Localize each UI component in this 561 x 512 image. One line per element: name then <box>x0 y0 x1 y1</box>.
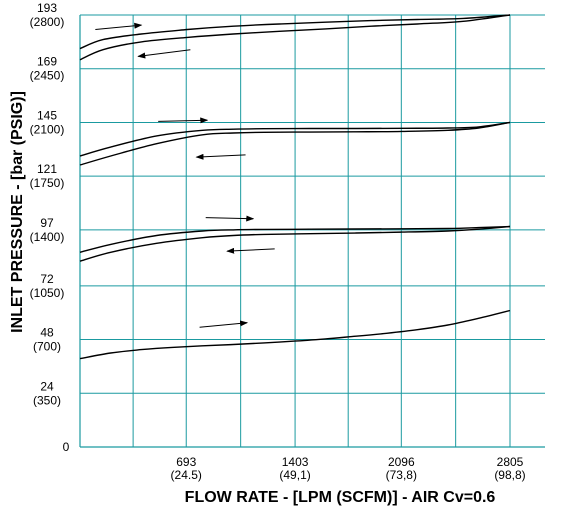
flow-direction-arrow-right <box>205 215 255 222</box>
series-line-6 <box>79 225 511 262</box>
y-tick-sublabel: (700) <box>33 340 61 354</box>
y-tick-label: 72 <box>40 272 54 286</box>
series-line-1 <box>79 14 511 50</box>
grid <box>79 14 545 448</box>
series-line-3 <box>79 121 511 157</box>
y-tick-sublabel: (1050) <box>30 286 65 300</box>
y-tick-label: 169 <box>37 55 57 69</box>
y-tick-label: 48 <box>40 326 54 340</box>
y-tick-sublabel: (2100) <box>30 122 65 136</box>
y-tick-label: 121 <box>37 162 57 176</box>
x-axis-label: FLOW RATE - [LPM (SCFM)] - AIR Cv=0.6 <box>185 489 496 506</box>
flow-direction-arrow-left <box>195 153 246 160</box>
series-group <box>79 14 511 360</box>
y-axis-label: INLET PRESSURE - [bar (PSIG)] <box>9 91 26 333</box>
x-tick-sublabel: (49,1) <box>279 468 310 482</box>
y-tick-label: 145 <box>37 108 57 122</box>
y-tick-sublabel: (2800) <box>30 15 65 29</box>
y-tick-sublabel: (350) <box>33 393 61 407</box>
y-tick-label: 97 <box>40 216 54 230</box>
series-line-4 <box>79 121 511 166</box>
flow-direction-arrow-right <box>158 117 209 124</box>
x-tick-label: 693 <box>176 455 196 469</box>
series-line-7 <box>79 309 511 360</box>
flow-direction-arrow-left <box>226 247 275 254</box>
y-tick-label: 24 <box>40 379 54 393</box>
x-tick-sublabel: (73,8) <box>386 468 417 482</box>
series-line-5 <box>79 225 511 253</box>
y-tick-sublabel: (2450) <box>30 69 65 83</box>
y-tick-sublabel: (1750) <box>30 176 65 190</box>
flow-direction-arrow-right <box>95 22 143 31</box>
x-tick-sublabel: (98,8) <box>494 468 525 482</box>
tick-labels: 0 24(350) 48(700) 72(1050) 97(1400) 121(1750)… <box>30 1 526 482</box>
x-tick-label: 1403 <box>282 455 309 469</box>
x-tick-label: 2805 <box>497 455 524 469</box>
y-tick-sublabel: (1400) <box>30 230 65 244</box>
series-line-2 <box>79 14 511 61</box>
x-tick-sublabel: (24.5) <box>171 468 202 482</box>
x-tick-label: 2096 <box>388 455 415 469</box>
flow-direction-arrow-right <box>199 320 249 328</box>
y-tick-label: 0 <box>63 440 70 454</box>
annotation-group <box>95 22 275 328</box>
y-tick-label: 193 <box>37 1 57 15</box>
flow-direction-arrow-left <box>137 49 191 59</box>
